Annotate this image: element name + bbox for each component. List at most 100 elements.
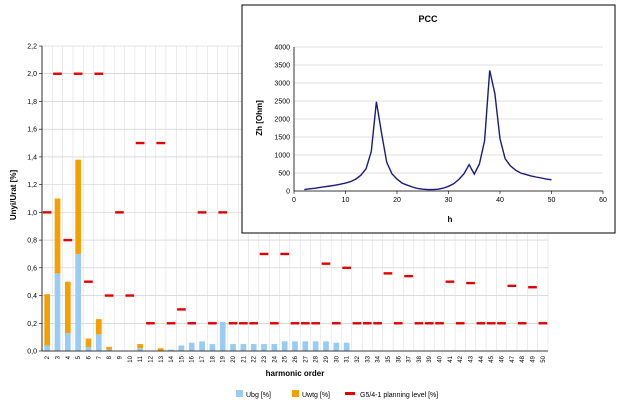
main-x-tick-label: 42: [458, 355, 464, 362]
main-x-tick-label: 10: [128, 355, 134, 362]
planning-level-marker: [239, 322, 248, 325]
inset-y-tick-label: 1500: [274, 135, 290, 142]
inset-axes: [293, 47, 604, 194]
inset-y-tick-label: 0: [286, 189, 290, 196]
planning-level-marker: [342, 266, 351, 270]
planning-level-marker: [125, 294, 135, 297]
bar-ubg: [95, 334, 102, 351]
inset-x-tick-label: 40: [496, 197, 504, 204]
planning-level-marker: [538, 322, 548, 325]
planning-level-marker: [352, 322, 362, 325]
inset-x-tick-label: 60: [599, 197, 607, 204]
inset-x-tick-label: 20: [393, 197, 401, 204]
bar-ubg: [168, 349, 174, 351]
main-axes: [39, 45, 548, 352]
main-x-tick-label: 32: [355, 355, 361, 362]
planning-level-marker: [270, 322, 279, 325]
main-y-tick-label: 0,8: [27, 238, 37, 245]
main-x-tick-label: 49: [531, 355, 537, 362]
planning-level-marker: [476, 322, 486, 325]
bar-ubg: [333, 342, 340, 351]
planning-level-marker: [414, 322, 424, 325]
bar-uwtg: [137, 344, 143, 349]
main-x-tick-label: 36: [396, 355, 402, 362]
planning-level-marker: [73, 72, 83, 75]
inset-y-tick-label: 3500: [274, 63, 290, 70]
main-x-tick-label: 39: [427, 355, 433, 362]
bar-ubg: [261, 344, 267, 351]
inset-x-tick-label: 10: [342, 197, 350, 204]
main-x-tick-label: 20: [231, 355, 237, 362]
bar-ubg: [292, 341, 298, 351]
inset-line: [304, 70, 552, 191]
bar-ubg: [323, 341, 329, 351]
main-x-tick-label: 50: [541, 355, 547, 362]
inset-x-axis-label: h: [448, 215, 453, 224]
planning-level-marker: [156, 141, 166, 145]
main-x-tick-label: 5: [76, 355, 82, 359]
main-x-tick-label: 25: [283, 355, 289, 362]
planning-level-marker: [517, 322, 527, 325]
planning-level-marker: [146, 322, 155, 325]
inset-y-tick-label: 4000: [274, 45, 290, 52]
planning-level-marker: [42, 211, 52, 214]
main-x-tick-label: 40: [438, 355, 444, 362]
inset-y-tick-label: 500: [278, 171, 290, 178]
planning-level-marker: [404, 274, 413, 278]
bar-ubg: [240, 344, 247, 351]
inset-x-tick-label: 50: [548, 197, 556, 204]
main-y-tick-label: 1,8: [27, 99, 37, 106]
inset-y-axis-label: Zh [Ohm]: [255, 100, 264, 136]
main-y-axis-label: Unyi/Urat [%]: [9, 170, 18, 221]
main-x-tick-label: 7: [97, 355, 103, 359]
planning-level-marker: [187, 322, 197, 325]
impedance-series-line: [304, 70, 552, 191]
main-x-tick-label: 45: [489, 355, 495, 362]
main-y-tick-label: 1,2: [27, 182, 37, 189]
main-planning-markers: [42, 72, 548, 325]
planning-level-marker: [104, 294, 114, 297]
bar-uwtg: [44, 294, 51, 346]
inset-y-tick-label: 2500: [274, 99, 290, 106]
planning-level-marker: [455, 322, 465, 325]
main-y-tick-label: 0,2: [27, 321, 37, 328]
main-x-tick-label: 11: [138, 355, 144, 362]
planning-level-marker: [280, 252, 290, 256]
main-x-tick-label: 38: [417, 355, 423, 362]
main-x-tick-label: 13: [159, 355, 165, 362]
main-x-tick-label: 37: [407, 355, 413, 362]
main-y-tick-label: 1,6: [27, 127, 37, 134]
bar-ubg: [302, 341, 309, 351]
inset-y-tick-label: 2000: [274, 117, 290, 124]
main-x-tick-label: 26: [293, 355, 299, 362]
main-x-tick-label: 9: [117, 355, 123, 359]
main-y-tick-label: 0,6: [27, 265, 37, 272]
main-x-tick-label: 24: [272, 355, 278, 362]
main-x-tick-label: 12: [148, 355, 154, 362]
bar-ubg: [209, 344, 216, 351]
planning-level-marker: [249, 322, 259, 325]
main-x-tick-label: 44: [479, 355, 485, 362]
bar-uwtg: [54, 198, 61, 274]
inset-line-chart: PCC 0 500 1000 1500 2000 2500 3000 3500 4000 0 10…: [241, 4, 616, 234]
inset-y-tick-label: 1000: [274, 153, 290, 160]
planning-level-marker: [373, 322, 382, 325]
planning-level-marker: [197, 211, 207, 214]
main-x-tick-label: 28: [314, 355, 320, 362]
inset-x-tick-label: 30: [445, 197, 453, 204]
bar-ubg: [281, 341, 288, 351]
planning-level-marker: [228, 322, 238, 325]
bar-ubg: [188, 342, 195, 351]
planning-level-marker: [383, 272, 393, 275]
planning-level-marker: [177, 308, 186, 311]
planning-level-marker: [528, 286, 537, 289]
planning-level-marker: [290, 322, 300, 325]
bar-uwtg: [64, 281, 71, 333]
main-x-tick-label: 6: [86, 355, 92, 359]
planning-level-marker: [115, 211, 124, 214]
legend-label-ubg: Ubg [%]: [246, 392, 271, 399]
planning-level-marker: [259, 252, 269, 256]
legend-label-uwtg: Uwtg [%]: [302, 392, 330, 399]
